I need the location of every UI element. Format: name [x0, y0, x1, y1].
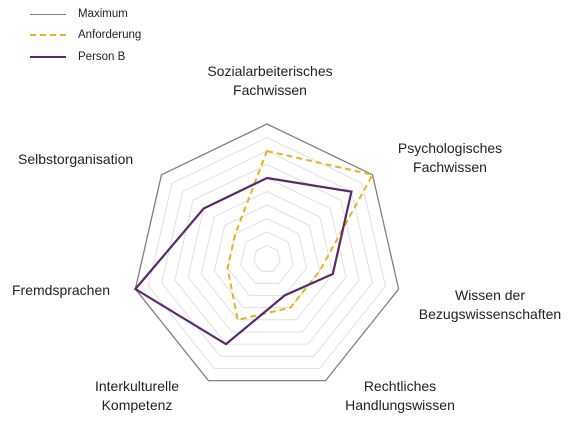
series-line-anforderung	[226, 149, 375, 322]
grid-ring	[200, 191, 334, 321]
grid-ring	[134, 123, 400, 382]
grid-ring	[174, 164, 360, 345]
axis-label-line: Fachwissen	[233, 82, 307, 98]
axis-label-line: Bezugswissenschaften	[418, 306, 562, 322]
axis-label-line: Sozialarbeiterisches	[207, 63, 333, 79]
grid-ring	[240, 231, 294, 284]
grid-ring	[253, 245, 281, 272]
series-line-person-b	[133, 176, 353, 346]
axis-label-psychologisches-fachwissen: Psychologisches Fachwissen	[380, 139, 520, 177]
axis-label-line: Rechtliches	[363, 378, 437, 394]
axis-label-rechtliches-handlungswissen: Rechtliches Handlungswissen	[335, 377, 465, 415]
grid-ring	[187, 177, 347, 333]
axis-label-selbstorganisation: Selbstorganisation	[18, 150, 133, 169]
grid-ring	[148, 137, 386, 369]
axis-label-wissen-der-bezugswissenschaften: Wissen der Bezugswissenschaften	[410, 286, 570, 324]
series-line-maximum	[134, 123, 400, 382]
axis-label-line: Handlungswissen	[345, 397, 455, 413]
axis-label-line: Wissen der	[454, 287, 526, 303]
axis-label-line: Selbstorganisation	[18, 151, 134, 167]
axis-label-line: Fremdsprachen	[12, 282, 111, 298]
axis-label-interkulturelle-kompetenz: Interkulturelle Kompetenz	[82, 377, 192, 415]
axis-label-line: Kompetenz	[101, 397, 173, 413]
axis-label-sozialarbeiterisches-fachwissen: Sozialarbeiterisches Fachwissen	[195, 62, 345, 100]
axis-label-line: Psychologisches	[397, 140, 503, 156]
axis-label-line: Fachwissen	[413, 159, 487, 175]
grid-ring	[213, 204, 321, 309]
axis-label-line: Interkulturelle	[94, 378, 180, 394]
axis-label-fremdsprachen: Fremdsprachen	[12, 281, 110, 300]
grid-ring	[227, 218, 307, 296]
